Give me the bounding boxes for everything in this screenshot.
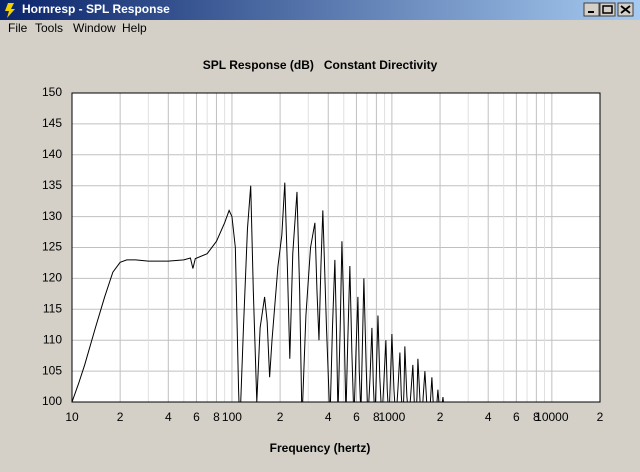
- x-axis-label: Frequency (hertz): [270, 441, 371, 455]
- y-tick-label: 115: [43, 301, 62, 315]
- y-tick-label: 105: [42, 363, 62, 377]
- y-tick-label: 130: [42, 209, 62, 223]
- y-tick-label: 125: [42, 240, 62, 254]
- x-tick-label: 10000: [535, 410, 569, 424]
- x-tick-label: 2: [437, 410, 444, 424]
- window-title: Hornresp - SPL Response: [22, 2, 170, 16]
- x-tick-label: 2: [117, 410, 124, 424]
- y-tick-label: 135: [42, 178, 62, 192]
- x-tick-label: 4: [165, 410, 172, 424]
- y-tick-label: 140: [42, 147, 62, 161]
- maximize-button[interactable]: [599, 2, 616, 17]
- x-tick-label: 10: [65, 410, 79, 424]
- curve-layer: [72, 182, 444, 402]
- chart-title: SPL Response (dB) Constant Directivity: [203, 58, 438, 72]
- x-tick-label: 1000: [379, 410, 406, 424]
- y-tick-label: 150: [42, 85, 62, 99]
- y-tick-label: 145: [42, 116, 62, 130]
- x-tick-label: 100: [222, 410, 242, 424]
- x-tick-label: 4: [325, 410, 332, 424]
- x-tick-label: 8: [213, 410, 220, 424]
- title-bar: [0, 0, 640, 20]
- menu-item[interactable]: Window: [73, 21, 116, 35]
- x-tick-label: 2: [277, 410, 284, 424]
- x-tick-label: 6: [193, 410, 200, 424]
- y-tick-label: 110: [43, 332, 62, 346]
- menu-item[interactable]: Help: [122, 21, 147, 35]
- x-tick-label: 2: [597, 410, 604, 424]
- spl-curve: [72, 182, 444, 402]
- y-tick-label: 100: [42, 394, 62, 408]
- x-tick-label: 6: [353, 410, 360, 424]
- menu-item[interactable]: Tools: [35, 21, 63, 35]
- x-tick-label: 8: [533, 410, 540, 424]
- y-tick-label: 120: [42, 271, 62, 285]
- x-tick-label: 6: [513, 410, 520, 424]
- minimize-button[interactable]: [583, 2, 600, 17]
- x-tick-label: 4: [485, 410, 492, 424]
- app-icon: [5, 3, 15, 18]
- plot-border: [71, 92, 601, 403]
- x-tick-label: 8: [373, 410, 380, 424]
- close-button[interactable]: [617, 2, 634, 17]
- menu-item[interactable]: File: [8, 21, 28, 35]
